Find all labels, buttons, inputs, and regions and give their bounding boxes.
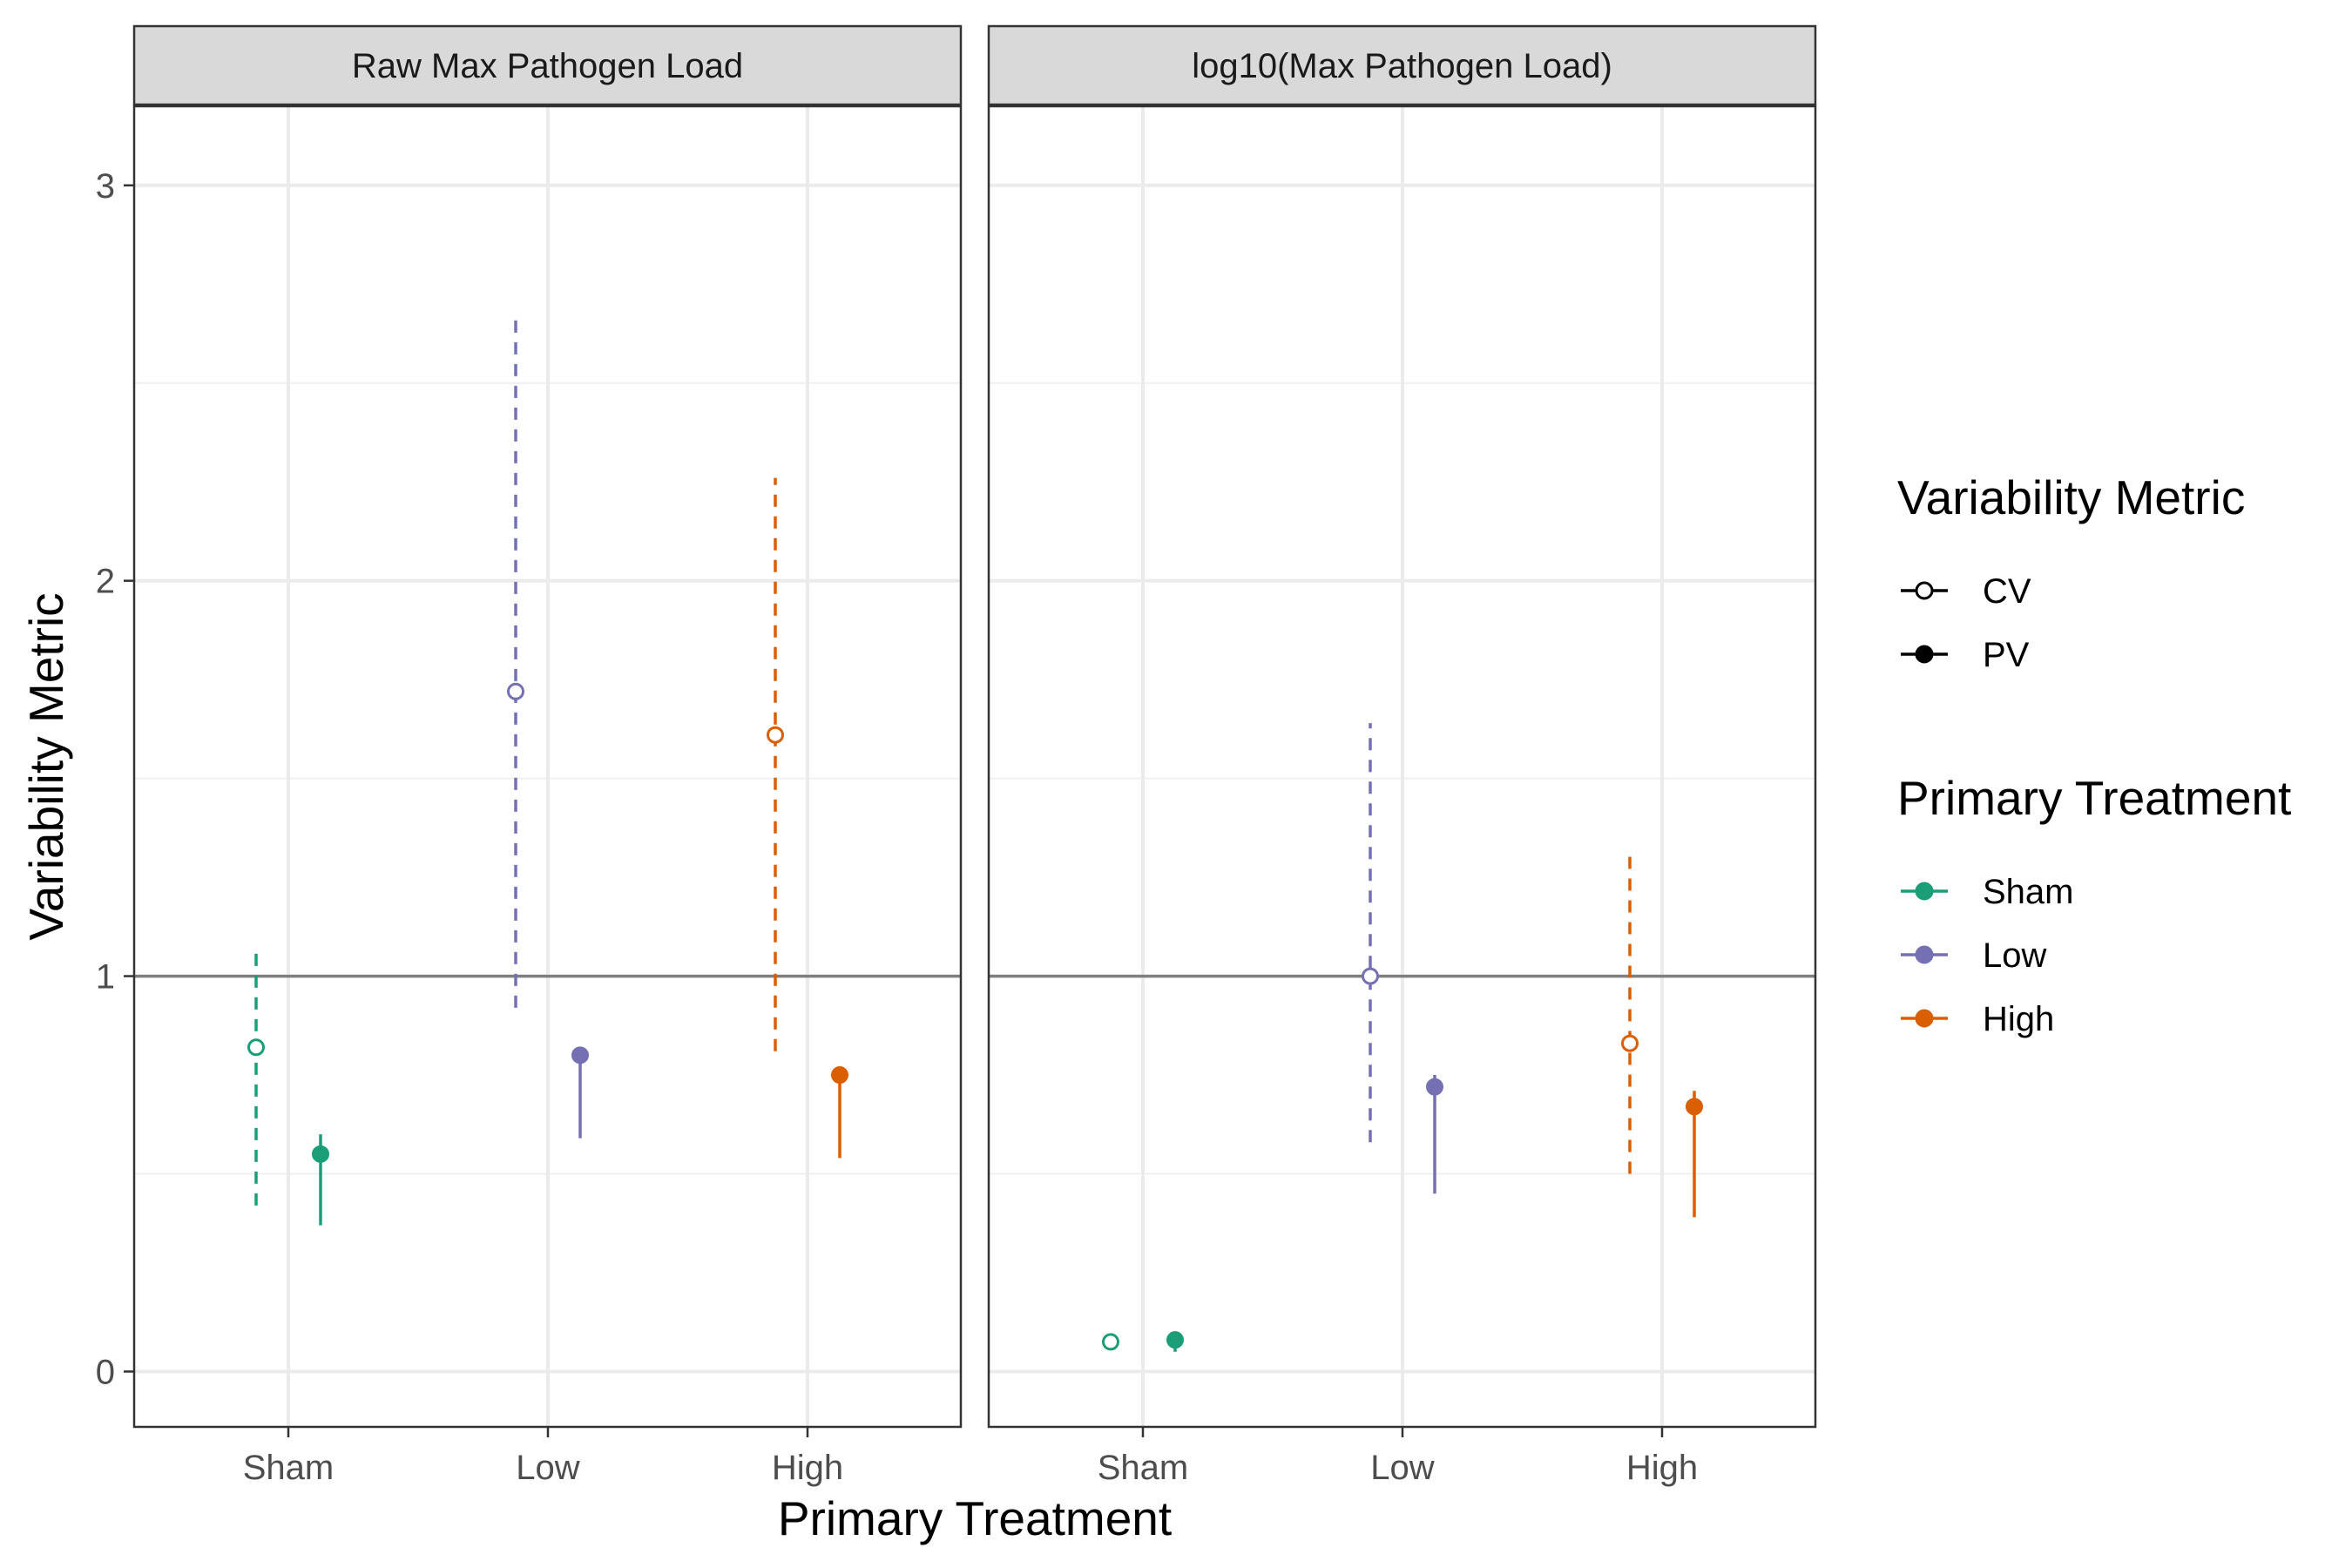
x-tick-label: Sham (1098, 1449, 1189, 1487)
facet-strip-label: Raw Max Pathogen Load (352, 47, 743, 85)
sham-pv-point (1166, 1331, 1184, 1349)
legend-title: Variability Metric (1897, 470, 2245, 524)
legend-key-point (1915, 645, 1934, 664)
y-tick-label: 1 (96, 958, 115, 997)
x-tick-label: High (772, 1449, 843, 1487)
legend-1: Variability Metric CV PV (1897, 470, 2245, 674)
legend-2: Primary Treatment Sham Low High (1897, 771, 2291, 1038)
high-cv-point (767, 726, 784, 744)
legend-item-label: PV (1983, 636, 2030, 674)
high-pv-point (831, 1066, 848, 1085)
legend-key-sham (1901, 882, 1948, 901)
facet-panel-1: Raw Max Pathogen Load Sham Low High (132, 24, 963, 1487)
x-tick-label: High (1626, 1449, 1698, 1487)
x-axis-title: Primary Treatment (778, 1491, 1172, 1545)
x-tick-label: Low (1370, 1449, 1434, 1487)
legend-item-label: CV (1983, 572, 2031, 611)
facet-strip-label: log10(Max Pathogen Load) (1192, 47, 1612, 85)
facet-strip (132, 24, 963, 106)
legend-key-cv (1901, 581, 1948, 600)
y-axis-title: Variability Metric (19, 592, 73, 940)
legend-item-label: Sham (1983, 873, 2074, 911)
x-tick-label: Sham (243, 1449, 335, 1487)
high-pv-point (1686, 1098, 1703, 1116)
low-pv-point (1426, 1078, 1443, 1096)
legend-key-point (1915, 1009, 1934, 1028)
sham-cv-point (1102, 1333, 1119, 1351)
legend-key-point (1915, 882, 1934, 901)
low-pv-point (571, 1046, 589, 1064)
legend-title: Primary Treatment (1897, 771, 2291, 825)
y-tick-label: 3 (96, 167, 115, 206)
legend-item-label: High (1983, 1000, 2054, 1038)
legend-item-label: Low (1983, 936, 2046, 975)
legend-key-point (1915, 581, 1934, 600)
facet-strip (987, 24, 1817, 106)
y-tick-label: 2 (96, 563, 115, 601)
low-cv-point (507, 682, 524, 700)
facet-panel-2: log10(Max Pathogen Load) Sham Low High (987, 24, 1817, 1487)
legend-key-pv (1901, 645, 1948, 664)
high-cv-point (1621, 1034, 1639, 1052)
low-cv-point (1362, 967, 1379, 985)
legend-key-low (1901, 945, 1948, 964)
legend-key-point (1915, 945, 1934, 964)
y-tick-label: 0 (96, 1353, 115, 1391)
sham-cv-point (247, 1038, 265, 1057)
sham-pv-point (312, 1145, 329, 1163)
x-tick-label: Low (516, 1449, 579, 1487)
legend-key-high (1901, 1009, 1948, 1028)
